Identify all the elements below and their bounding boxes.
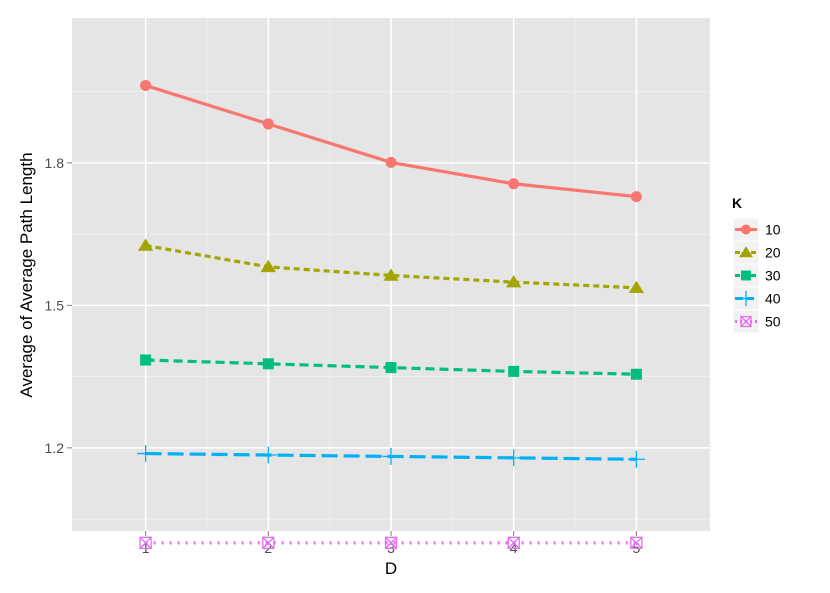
series-line-k20: [145, 243, 637, 290]
legend-item-k10: 10: [732, 217, 781, 242]
legend-title: K: [732, 195, 742, 211]
y-axis-title: Average of Average Path Length: [17, 152, 36, 397]
legend-label: 50: [765, 314, 781, 330]
point-k30-d4: [508, 365, 520, 377]
legend-label: 20: [765, 245, 781, 261]
y-tick-label: 1.5: [45, 297, 65, 313]
legend-item-k40: 40: [732, 286, 781, 311]
point-k40-d5: [627, 450, 645, 468]
point-k40-d1: [137, 445, 155, 463]
marker-diag: [385, 536, 397, 549]
legend-key-marker: [739, 246, 753, 258]
legend-key-marker: [741, 224, 751, 235]
x-axis-title: D: [385, 559, 397, 578]
marker-diag: [740, 316, 752, 327]
y-tick-label: 1.2: [45, 440, 65, 456]
legend-label: 10: [765, 222, 781, 238]
point-k50-d4: [507, 536, 520, 550]
marker-box: [740, 315, 752, 328]
point-k10-d3: [385, 156, 397, 168]
legend: K 10 20 30 40 50: [732, 195, 781, 334]
marker-diag: [507, 536, 520, 549]
point-k40-d2: [259, 446, 277, 464]
marker-box: [139, 536, 152, 550]
marker-diag: [139, 536, 152, 549]
point-k30-d2: [262, 358, 274, 370]
point-k30-d3: [385, 362, 397, 374]
point-k20-d5: [628, 280, 645, 294]
marker-diag: [262, 536, 275, 549]
legend-key-marker: [740, 315, 752, 328]
legend-item-k50: 50: [732, 309, 781, 334]
point-k20-d2: [260, 259, 277, 273]
point-k30-d5: [630, 368, 642, 380]
marker-box: [507, 536, 520, 550]
point-k30-d1: [140, 354, 152, 366]
point-k40-d3: [382, 447, 400, 465]
point-k40-d4: [505, 449, 523, 467]
legend-item-k30: 30: [732, 263, 781, 288]
point-k10-d5: [630, 191, 642, 203]
legend-item-k20: 20: [732, 240, 781, 265]
marker-diag: [630, 536, 643, 549]
axis-ticks: [67, 162, 637, 536]
point-k10-d2: [262, 118, 274, 130]
marker-box: [630, 536, 643, 550]
point-k10-d1: [140, 79, 152, 91]
point-k10-d4: [508, 178, 520, 190]
legend-key-marker: [738, 290, 754, 307]
marker-box: [262, 536, 275, 550]
y-tick-label: 1.8: [45, 155, 65, 171]
marker-box: [384, 536, 398, 550]
legend-key-marker: [741, 270, 751, 281]
point-k20-d3: [383, 268, 399, 281]
legend-label: 30: [765, 268, 781, 284]
point-k50-d1: [139, 536, 152, 550]
point-k20-d1: [137, 238, 154, 251]
legend-label: 40: [765, 291, 781, 307]
series-points: [137, 79, 645, 550]
point-k50-d2: [262, 536, 275, 550]
y-tick-labels: 1.2 1.5 1.8: [45, 155, 65, 456]
point-k20-d4: [505, 275, 522, 288]
point-k50-d5: [630, 536, 643, 550]
point-k50-d3: [384, 536, 398, 550]
